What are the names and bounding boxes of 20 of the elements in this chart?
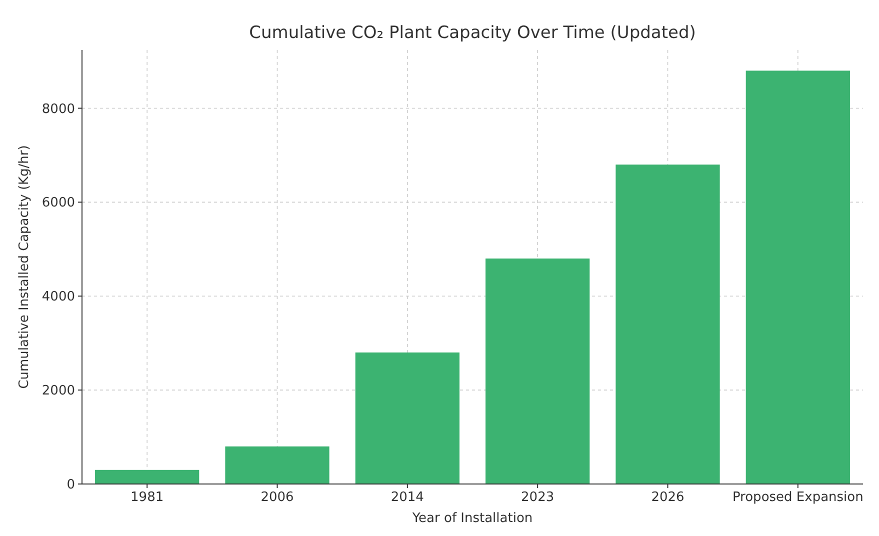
x-tick-label: 2023 [521, 490, 554, 505]
y-axis-title: Cumulative Installed Capacity (Kg/hr) [17, 145, 32, 389]
x-tick-label: Proposed Expansion [732, 490, 864, 505]
y-tick-label: 4000 [42, 290, 75, 305]
x-axis-title: Year of Installation [411, 511, 533, 526]
bar [225, 446, 330, 484]
x-tick-label: 1981 [130, 490, 164, 505]
y-tick-label: 0 [66, 478, 75, 493]
x-tick-label: 2026 [651, 490, 684, 505]
x-tick-label: 2006 [260, 490, 294, 505]
bar [95, 470, 200, 484]
x-tick-label: 2014 [390, 490, 424, 505]
y-tick-label: 8000 [42, 102, 75, 117]
chart-title: Cumulative CO₂ Plant Capacity Over Time (Updated) [249, 23, 696, 43]
bar [355, 352, 460, 484]
bar [616, 164, 720, 484]
bar [746, 70, 850, 484]
bar [486, 258, 590, 484]
y-tick-label: 6000 [42, 196, 75, 211]
y-tick-label: 2000 [42, 384, 75, 399]
